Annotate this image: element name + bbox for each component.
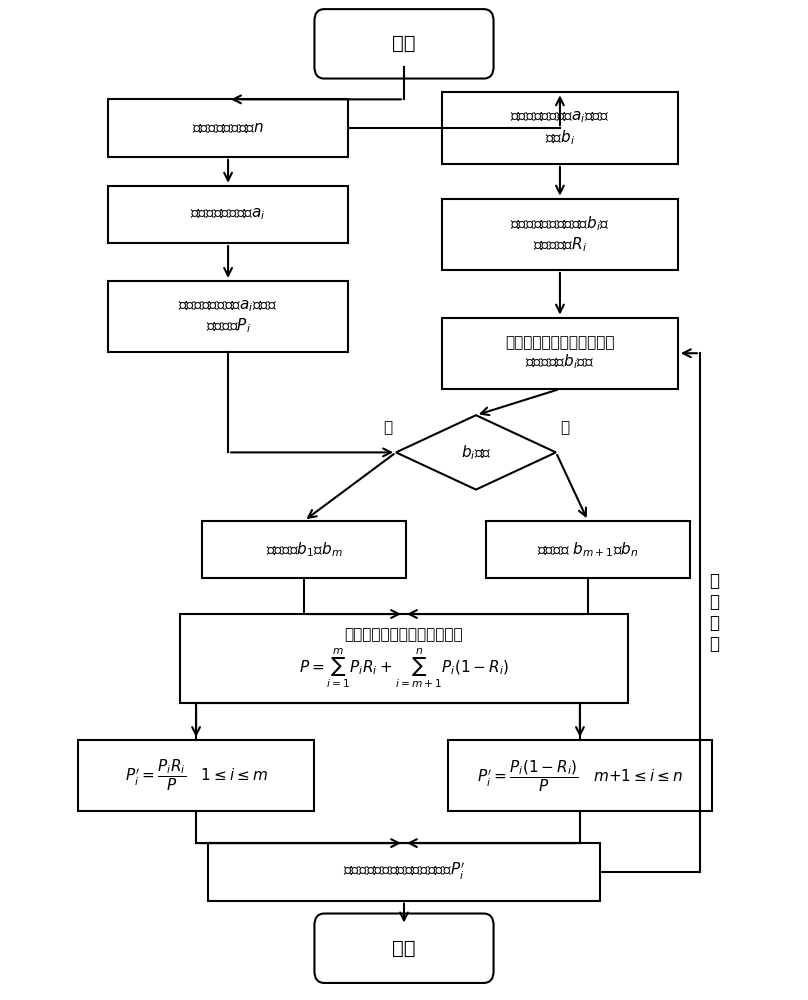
Text: 否: 否	[560, 420, 569, 435]
Bar	[442, 199, 678, 270]
Bar	[202, 521, 406, 578]
FancyBboxPatch shape	[314, 9, 494, 79]
Text: 得到故障原因的相对概率之和
$P = \sum_{i=1}^{m} P_i R_i + \sum_{i=m+1}^{n} P_i\left(1-R_i\righ: 得到故障原因的相对概率之和 $P = \sum_{i=1}^{m} P_i R_…	[299, 627, 509, 690]
Bar	[442, 318, 678, 389]
Bar	[108, 186, 348, 243]
Bar	[208, 843, 600, 901]
Text: 结束: 结束	[392, 939, 416, 958]
Text: $b_i$为真: $b_i$为真	[461, 443, 491, 462]
Text: 重排得到 $b_{m+1}$到$b_n$: 重排得到 $b_{m+1}$到$b_n$	[537, 540, 638, 559]
Text: $P_i' = \dfrac{P_i(1-R_i)}{P}\quad m{+}1 \leq i \leq n$: $P_i' = \dfrac{P_i(1-R_i)}{P}\quad m{+}1…	[477, 758, 683, 794]
Text: 重排得到$b_1$到$b_m$: 重排得到$b_1$到$b_m$	[266, 540, 343, 559]
Text: 下
一
时
刻: 下 一 时 刻	[709, 572, 719, 653]
Bar	[486, 521, 690, 578]
Text: $P_i' = \dfrac{P_i R_i}{P}\quad 1 \leq i \leq m$: $P_i' = \dfrac{P_i R_i}{P}\quad 1 \leq i…	[124, 758, 267, 793]
Bar	[442, 92, 678, 164]
Text: 确定每个故障原因依据$b_i$对
应的可信度$R_i$: 确定每个故障原因依据$b_i$对 应的可信度$R_i$	[510, 214, 610, 254]
Text: 得到该时刻修正后故障原因概率$P_i'$: 得到该时刻修正后故障原因概率$P_i'$	[343, 861, 465, 882]
Text: 确定故障原因个数$n$: 确定故障原因个数$n$	[192, 121, 264, 136]
Text: 是: 是	[383, 420, 392, 435]
Bar	[78, 740, 314, 811]
Text: 开始: 开始	[392, 34, 416, 53]
Bar	[108, 281, 348, 352]
Text: 更新该时刻测点数据，带入
判据，确定$b_i$真假: 更新该时刻测点数据，带入 判据，确定$b_i$真假	[505, 335, 615, 371]
Text: 确定每个故障原因$a_i$对应的
依据$b_i$: 确定每个故障原因$a_i$对应的 依据$b_i$	[511, 110, 609, 147]
Bar	[108, 99, 348, 157]
Bar	[180, 614, 628, 703]
Text: 确定每个故障原因$a_i$对应的
初始概率$P_i$: 确定每个故障原因$a_i$对应的 初始概率$P_i$	[179, 298, 278, 335]
Polygon shape	[396, 415, 556, 490]
FancyBboxPatch shape	[314, 914, 494, 983]
Bar	[448, 740, 712, 811]
Text: 确定每个故障原因$a_i$: 确定每个故障原因$a_i$	[190, 207, 266, 222]
